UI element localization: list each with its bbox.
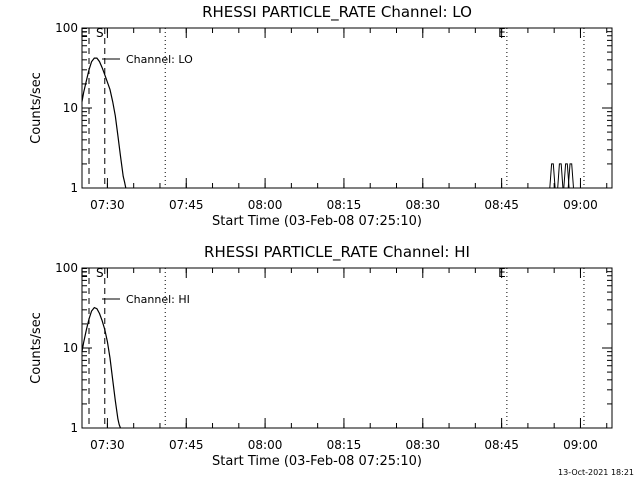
y-tick-label: 100 (55, 21, 78, 35)
marker-label-e: E (498, 266, 506, 280)
x-tick-label: 08:30 (405, 438, 440, 452)
y-axis-label: Counts/sec (29, 312, 44, 384)
y-tick-label: 1 (70, 181, 78, 195)
marker-label-s: S (96, 26, 104, 40)
y-tick-label: 10 (63, 101, 78, 115)
y-tick-label: 100 (55, 261, 78, 275)
x-tick-label: 08:15 (327, 198, 362, 212)
series-burst (563, 163, 570, 189)
x-tick-label: 08:45 (484, 438, 519, 452)
chart-title: RHESSI PARTICLE_RATE Channel: HI (204, 243, 470, 262)
marker-label-s: S (96, 266, 104, 280)
x-tick-label: 09:00 (563, 438, 598, 452)
chart-title: RHESSI PARTICLE_RATE Channel: LO (202, 3, 472, 22)
plot-frame (81, 267, 613, 429)
series-burst (549, 163, 556, 189)
legend-label: Channel: LO (126, 53, 193, 66)
x-axis-label: Start Time (03-Feb-08 07:25:10) (212, 214, 422, 229)
x-tick-label: 09:00 (563, 198, 598, 212)
marker-label-e: E (80, 266, 88, 280)
generation-timestamp: 13-Oct-2021 18:21 (558, 468, 634, 477)
x-tick-label: 07:30 (90, 438, 125, 452)
x-tick-label: 08:00 (248, 198, 283, 212)
x-tick-label: 07:45 (169, 198, 204, 212)
x-tick-label: 07:45 (169, 438, 204, 452)
y-tick-label: 1 (70, 421, 78, 435)
legend-label: Channel: HI (126, 293, 190, 306)
x-tick-label: 07:30 (90, 198, 125, 212)
x-tick-label: 08:15 (327, 438, 362, 452)
panel-hi: RHESSI PARTICLE_RATE Channel: HI Counts/s… (29, 243, 613, 469)
panel-lo: RHESSI PARTICLE_RATE Channel: LO Counts/s… (29, 3, 613, 229)
series-line (81, 57, 127, 189)
y-tick-label: 10 (63, 341, 78, 355)
x-tick-label: 08:00 (248, 438, 283, 452)
x-tick-label: 08:45 (484, 198, 519, 212)
plot-frame (81, 27, 613, 189)
series-line (81, 306, 122, 429)
x-axis-label: Start Time (03-Feb-08 07:25:10) (212, 454, 422, 469)
marker-label-e: E (498, 26, 506, 40)
series-burst (567, 163, 574, 189)
x-tick-label: 08:30 (405, 198, 440, 212)
marker-label-e: E (80, 26, 88, 40)
series-burst (557, 163, 564, 189)
y-axis-label: Counts/sec (29, 72, 44, 144)
